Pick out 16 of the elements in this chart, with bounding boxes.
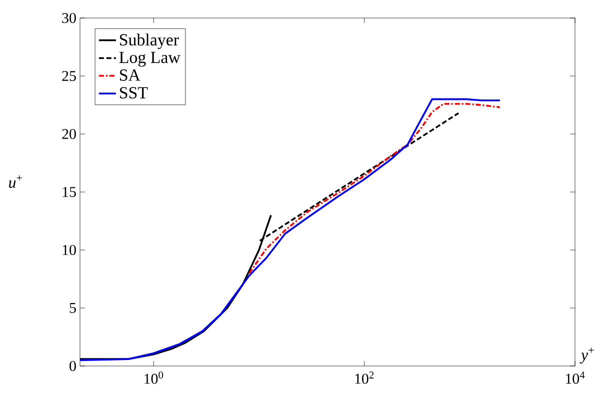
legend-label: SA <box>120 69 140 81</box>
legend-label: Sublayer <box>120 34 179 50</box>
y-tick-label: 15 <box>62 187 76 197</box>
x-tick-label: 10$^{4}$ <box>566 372 585 384</box>
y-tick-label: 25 <box>62 70 76 82</box>
legend-label: SST <box>120 87 148 99</box>
y-tick-label: 30 <box>62 12 76 24</box>
y-tick-label: 10 <box>62 244 76 256</box>
x-axis-title: y$^{+}$ <box>580 348 594 364</box>
y-tick-label: 0 <box>70 360 76 372</box>
x-tick-label: 10$^{0}$ <box>144 372 164 384</box>
x-tick-label: 10$^{2}$ <box>355 372 374 384</box>
legend-label: Log Law <box>119 52 180 67</box>
y-tick-label: 5 <box>70 303 76 313</box>
y-tick-label: 20 <box>62 128 76 140</box>
y-axis-title: u$^{+}$ <box>9 175 22 188</box>
